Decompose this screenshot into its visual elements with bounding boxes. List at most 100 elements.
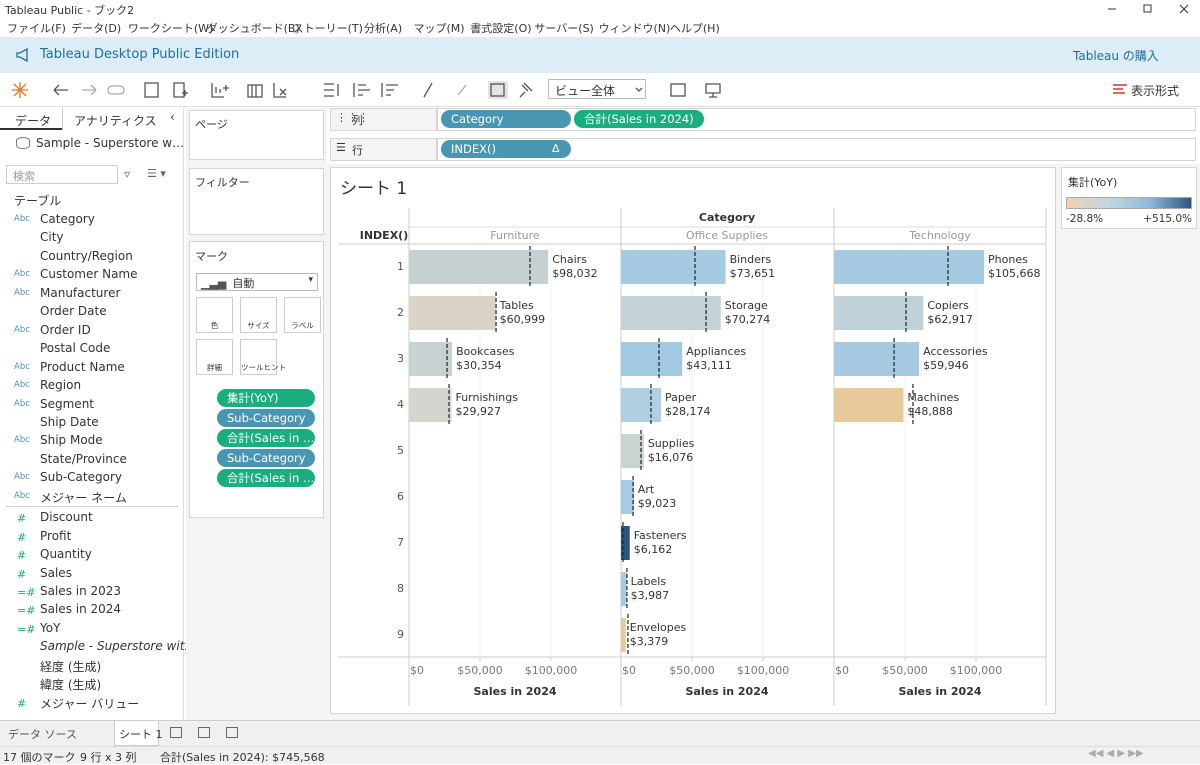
menu-item[interactable]: サーバー(S)	[534, 22, 594, 35]
tableau-logo[interactable]	[12, 82, 28, 98]
pin[interactable]	[519, 82, 533, 98]
redo[interactable]	[82, 84, 97, 96]
field[interactable]: Sales	[40, 565, 72, 580]
new-datasource[interactable]	[173, 82, 188, 98]
mark-button[interactable]: 詳細	[196, 339, 233, 375]
shelf-pill[interactable]: Category	[441, 110, 571, 128]
group[interactable]	[457, 84, 467, 96]
field[interactable]: Postal Code	[40, 341, 111, 356]
field[interactable]: Country/Region	[40, 248, 133, 263]
mark-pill[interactable]: Sub-Category	[217, 449, 315, 467]
mark-button[interactable]: 色	[196, 297, 233, 333]
field[interactable]: Sales in 2023	[40, 584, 122, 598]
menu-item[interactable]: ワークシート(W)	[127, 22, 214, 35]
marks-card: マーク ▁▃▅ 自動 ▾ 色 サイズ ラベル 詳細 ツールヒント 集計(YoY) Sub-Categ…	[189, 241, 324, 518]
show-labels[interactable]	[490, 83, 505, 97]
field-type-icon: Abc	[14, 324, 30, 335]
field[interactable]: Sample - Superstore wit…	[40, 639, 197, 654]
menu-item[interactable]: 分析(A)	[364, 22, 403, 35]
show-me[interactable]: 表示形式	[1131, 84, 1180, 98]
duplicate[interactable]	[247, 84, 263, 98]
field[interactable]: Customer Name	[40, 267, 138, 282]
undo[interactable]	[53, 84, 68, 96]
new-tab-icon[interactable]	[198, 727, 210, 738]
field[interactable]: メジャー バリュー	[40, 696, 140, 711]
mark-type[interactable]: ▁▃▅ 自動 ▾	[196, 273, 318, 291]
close[interactable]	[1179, 4, 1189, 14]
field[interactable]: Profit	[40, 528, 72, 543]
field[interactable]: City	[40, 230, 64, 245]
sort-desc[interactable]	[381, 83, 398, 97]
bar	[621, 480, 634, 514]
field[interactable]: Product Name	[40, 359, 125, 374]
field-type-icon: #	[17, 696, 27, 710]
datasource-tab[interactable]: データ ソース	[8, 728, 77, 741]
buy-link[interactable]: Tableau の購入	[1073, 49, 1159, 63]
field[interactable]: 経度 (生成)	[40, 659, 102, 674]
field[interactable]: Category	[40, 212, 95, 226]
mark-pill[interactable]: Sub-Category	[217, 409, 315, 427]
menu-item[interactable]: ファイル(F)	[7, 22, 66, 35]
field[interactable]: Sales in 2024	[40, 602, 122, 617]
menu-item[interactable]: ヘルプ(H)	[669, 22, 720, 35]
menu-item[interactable]: ウィンドウ(N)	[598, 22, 671, 35]
presentation[interactable]	[705, 83, 721, 98]
new-tab-icon[interactable]	[226, 727, 238, 738]
field[interactable]: Sub-Category	[40, 470, 122, 485]
menu-item[interactable]: ストーリー(T)	[292, 22, 363, 35]
field[interactable]: Discount	[40, 510, 93, 525]
fit-arrow[interactable]	[635, 87, 643, 92]
field[interactable]: Segment	[40, 396, 94, 411]
field[interactable]: State/Province	[40, 451, 127, 466]
pane-tab[interactable]: アナリティクス	[74, 114, 157, 128]
field[interactable]: Quantity	[40, 547, 92, 562]
field-type-icon: Abc	[14, 269, 30, 280]
field[interactable]: Ship Date	[40, 414, 99, 429]
highlight[interactable]	[423, 82, 433, 98]
menu-item[interactable]: データ(D)	[71, 22, 122, 35]
field[interactable]: Ship Mode	[40, 433, 103, 448]
mark-pill[interactable]: 集計(YoY)	[217, 389, 315, 407]
show-me-cards[interactable]	[670, 83, 686, 97]
field[interactable]: メジャー ネーム	[40, 490, 127, 505]
mark-button[interactable]: ツールヒント	[240, 339, 286, 375]
bar	[621, 296, 721, 330]
shelf-pill[interactable]: INDEX()	[441, 140, 571, 158]
sheet-tab[interactable]	[114, 721, 159, 746]
mark-pill[interactable]: 合計(Sales in …	[217, 469, 315, 487]
menu-item[interactable]: 書式設定(O)	[470, 22, 532, 35]
clear[interactable]	[273, 83, 287, 98]
shelf-pill[interactable]: 合計(Sales in 2024)	[574, 110, 704, 128]
window-controls[interactable]	[1100, 2, 1195, 16]
field[interactable]: YoY	[40, 620, 61, 635]
sheet-title: シート 1	[340, 179, 407, 199]
field[interactable]: Region	[40, 378, 82, 393]
new-tab-icon[interactable]	[170, 727, 182, 738]
swap[interactable]	[324, 83, 339, 97]
shelf-label: 列	[352, 114, 363, 127]
data-source[interactable]: Sample - Superstore w…	[36, 136, 185, 150]
bar	[621, 526, 630, 560]
replay[interactable]	[107, 85, 125, 95]
new-sheet[interactable]	[211, 83, 229, 98]
shelf-icon: ☰	[336, 141, 346, 154]
search-box[interactable]: 検索	[6, 165, 118, 184]
field[interactable]: Order Date	[40, 304, 107, 319]
menu-item[interactable]: マップ(M)	[413, 22, 465, 35]
field[interactable]: Manufacturer	[40, 285, 121, 300]
field[interactable]: 緯度 (生成)	[40, 678, 102, 693]
fit-dropdown[interactable]: ビュー全体	[548, 79, 646, 99]
mark-pill[interactable]: 合計(Sales in …	[217, 429, 315, 447]
save[interactable]	[144, 82, 159, 98]
menu-item[interactable]: ダッシュボード(B)	[206, 22, 300, 35]
pane-tab[interactable]: データ	[15, 114, 52, 128]
field-type-icon: #	[17, 567, 27, 581]
sort-asc[interactable]	[353, 83, 370, 97]
mark-button[interactable]: ラベル	[284, 297, 321, 333]
mark-button[interactable]: サイズ	[240, 297, 277, 333]
maximize[interactable]	[1143, 4, 1152, 13]
field-type-icon: =#	[17, 604, 36, 618]
pager: ◀◀ ◀ ▶ ▶▶	[1088, 748, 1144, 759]
row-label: 3	[397, 352, 404, 365]
field[interactable]: Order ID	[40, 322, 91, 337]
